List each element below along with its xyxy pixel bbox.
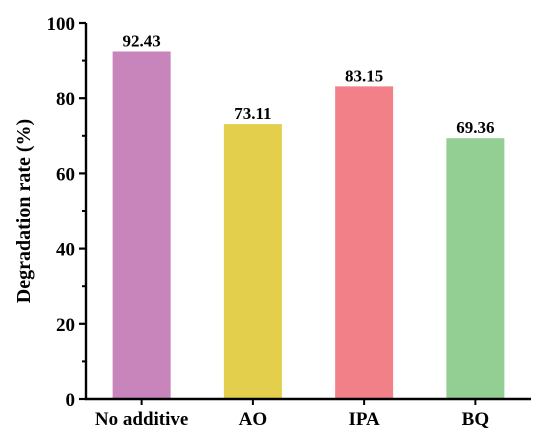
x-axis-ticks-layer: No additive AO IPA BQ bbox=[95, 399, 489, 430]
data-label-ipa: 83.15 bbox=[345, 66, 383, 85]
data-label-ao: 73.11 bbox=[234, 104, 271, 123]
x-tick-label-ao: AO bbox=[239, 409, 268, 430]
y-tick-label-100: 100 bbox=[47, 14, 76, 35]
y-axis-title: Degradation rate (%) bbox=[13, 119, 35, 303]
bars-layer bbox=[112, 51, 505, 400]
x-tick-label-ipa: IPA bbox=[348, 409, 380, 430]
y-tick-label-0: 0 bbox=[66, 390, 76, 411]
y-axis-ticks-layer: 0 20 40 60 80 100 bbox=[47, 14, 86, 411]
x-tick-label-bq: BQ bbox=[462, 409, 489, 430]
bar-bq bbox=[446, 138, 505, 399]
data-label-bq: 69.36 bbox=[456, 118, 494, 137]
y-tick-label-80: 80 bbox=[56, 89, 75, 110]
bar-ao bbox=[223, 124, 282, 400]
y-tick-label-60: 60 bbox=[56, 164, 75, 185]
y-tick-label-40: 40 bbox=[56, 240, 75, 261]
x-tick-label-no-additive: No additive bbox=[95, 409, 188, 430]
bar-ipa bbox=[335, 86, 394, 399]
bar-no-additive bbox=[112, 51, 171, 400]
data-label-no-additive: 92.43 bbox=[123, 31, 161, 50]
y-tick-label-20: 20 bbox=[56, 315, 75, 336]
data-labels-layer: 92.43 73.11 83.15 69.36 bbox=[123, 31, 495, 137]
